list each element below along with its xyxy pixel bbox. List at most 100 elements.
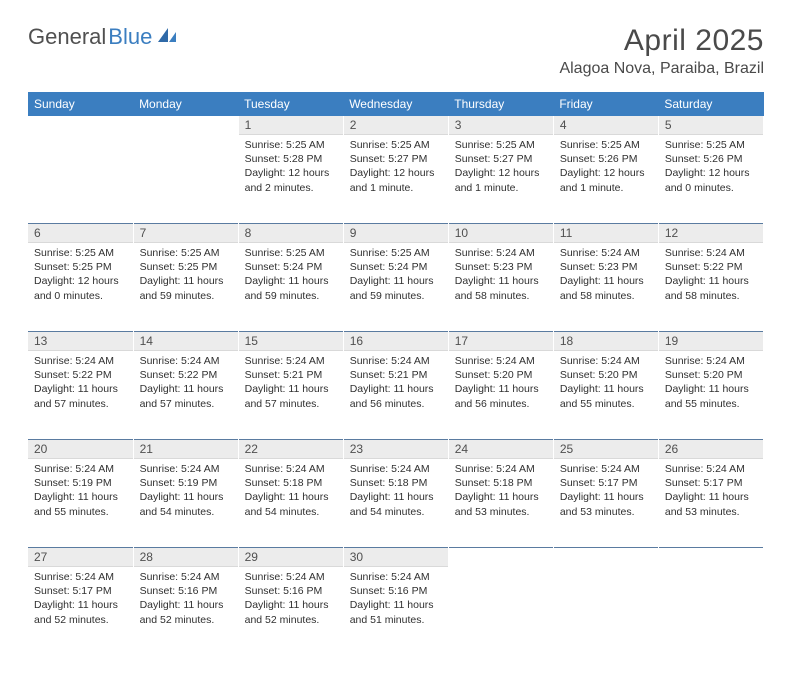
day-number-cell: 6 — [28, 223, 133, 243]
day-info: Sunrise: 5:24 AMSunset: 5:20 PMDaylight:… — [554, 351, 658, 417]
day-cell: Sunrise: 5:24 AMSunset: 5:22 PMDaylight:… — [28, 351, 133, 439]
day-cell — [133, 135, 238, 223]
day-content-row: Sunrise: 5:24 AMSunset: 5:19 PMDaylight:… — [28, 459, 764, 547]
day-info: Sunrise: 5:25 AMSunset: 5:26 PMDaylight:… — [554, 135, 658, 201]
logo-text-gray: General — [28, 24, 106, 50]
day-number-cell: 21 — [133, 439, 238, 459]
day-number: 29 — [239, 547, 343, 567]
day-number-row: 27282930 — [28, 547, 764, 567]
day-number-cell: 22 — [238, 439, 343, 459]
day-info: Sunrise: 5:24 AMSunset: 5:23 PMDaylight:… — [449, 243, 553, 309]
day-number: 12 — [659, 223, 763, 243]
day-info: Sunrise: 5:25 AMSunset: 5:24 PMDaylight:… — [344, 243, 448, 309]
day-number-cell: 23 — [343, 439, 448, 459]
day-number: 13 — [28, 331, 133, 351]
day-info: Sunrise: 5:24 AMSunset: 5:16 PMDaylight:… — [239, 567, 343, 633]
day-number: 6 — [28, 223, 133, 243]
day-number-cell: 1 — [238, 116, 343, 135]
day-number: 24 — [449, 439, 553, 459]
day-info: Sunrise: 5:24 AMSunset: 5:16 PMDaylight:… — [344, 567, 448, 633]
day-number: 20 — [28, 439, 133, 459]
day-number: 14 — [134, 331, 238, 351]
day-number-cell: 10 — [448, 223, 553, 243]
day-number-cell: 7 — [133, 223, 238, 243]
calendar-table: SundayMondayTuesdayWednesdayThursdayFrid… — [28, 92, 764, 655]
day-number-cell: 25 — [553, 439, 658, 459]
day-cell: Sunrise: 5:24 AMSunset: 5:21 PMDaylight:… — [238, 351, 343, 439]
day-number-row: 6789101112 — [28, 223, 764, 243]
day-info: Sunrise: 5:25 AMSunset: 5:26 PMDaylight:… — [659, 135, 763, 201]
day-number: 11 — [554, 223, 658, 243]
page: GeneralBlue April 2025 Alagoa Nova, Para… — [0, 0, 792, 675]
day-number: 17 — [449, 331, 553, 351]
day-cell: Sunrise: 5:24 AMSunset: 5:16 PMDaylight:… — [238, 567, 343, 655]
day-number-cell: 9 — [343, 223, 448, 243]
day-number-cell: 18 — [553, 331, 658, 351]
day-number-cell — [553, 547, 658, 567]
location: Alagoa Nova, Paraiba, Brazil — [559, 60, 764, 78]
day-info: Sunrise: 5:24 AMSunset: 5:17 PMDaylight:… — [28, 567, 133, 633]
day-content-row: Sunrise: 5:25 AMSunset: 5:25 PMDaylight:… — [28, 243, 764, 331]
day-cell: Sunrise: 5:24 AMSunset: 5:17 PMDaylight:… — [553, 459, 658, 547]
day-number: 22 — [239, 439, 343, 459]
day-cell: Sunrise: 5:24 AMSunset: 5:19 PMDaylight:… — [133, 459, 238, 547]
day-cell: Sunrise: 5:25 AMSunset: 5:24 PMDaylight:… — [343, 243, 448, 331]
day-cell: Sunrise: 5:24 AMSunset: 5:16 PMDaylight:… — [133, 567, 238, 655]
day-cell: Sunrise: 5:25 AMSunset: 5:26 PMDaylight:… — [658, 135, 763, 223]
day-number: 25 — [554, 439, 658, 459]
day-number-cell: 19 — [658, 331, 763, 351]
day-number: 26 — [659, 439, 763, 459]
day-info: Sunrise: 5:24 AMSunset: 5:16 PMDaylight:… — [134, 567, 238, 633]
day-content-row: Sunrise: 5:25 AMSunset: 5:28 PMDaylight:… — [28, 135, 764, 223]
day-number-cell: 2 — [343, 116, 448, 135]
day-number-cell: 12 — [658, 223, 763, 243]
day-number: 30 — [344, 547, 448, 567]
day-cell: Sunrise: 5:25 AMSunset: 5:26 PMDaylight:… — [553, 135, 658, 223]
day-info: Sunrise: 5:25 AMSunset: 5:24 PMDaylight:… — [239, 243, 343, 309]
day-number: 1 — [239, 116, 343, 135]
day-cell: Sunrise: 5:24 AMSunset: 5:18 PMDaylight:… — [448, 459, 553, 547]
day-number: 23 — [344, 439, 448, 459]
day-number-cell — [658, 547, 763, 567]
day-cell: Sunrise: 5:24 AMSunset: 5:18 PMDaylight:… — [343, 459, 448, 547]
day-cell: Sunrise: 5:24 AMSunset: 5:18 PMDaylight:… — [238, 459, 343, 547]
day-info: Sunrise: 5:25 AMSunset: 5:28 PMDaylight:… — [239, 135, 343, 201]
day-content-row: Sunrise: 5:24 AMSunset: 5:17 PMDaylight:… — [28, 567, 764, 655]
day-cell: Sunrise: 5:24 AMSunset: 5:21 PMDaylight:… — [343, 351, 448, 439]
weekday-header: Tuesday — [238, 92, 343, 116]
day-info: Sunrise: 5:24 AMSunset: 5:18 PMDaylight:… — [344, 459, 448, 525]
day-number-row: 13141516171819 — [28, 331, 764, 351]
day-number-cell: 27 — [28, 547, 133, 567]
weekday-header: Friday — [553, 92, 658, 116]
day-number: 7 — [134, 223, 238, 243]
day-number-cell: 11 — [553, 223, 658, 243]
day-number: 18 — [554, 331, 658, 351]
day-cell: Sunrise: 5:24 AMSunset: 5:23 PMDaylight:… — [553, 243, 658, 331]
day-number: 19 — [659, 331, 763, 351]
day-info: Sunrise: 5:24 AMSunset: 5:22 PMDaylight:… — [134, 351, 238, 417]
day-cell: Sunrise: 5:24 AMSunset: 5:20 PMDaylight:… — [658, 351, 763, 439]
month-title: April 2025 — [559, 24, 764, 58]
day-number: 3 — [449, 116, 553, 135]
day-info: Sunrise: 5:25 AMSunset: 5:27 PMDaylight:… — [449, 135, 553, 201]
day-info: Sunrise: 5:24 AMSunset: 5:17 PMDaylight:… — [554, 459, 658, 525]
day-info: Sunrise: 5:24 AMSunset: 5:22 PMDaylight:… — [659, 243, 763, 309]
day-info: Sunrise: 5:24 AMSunset: 5:21 PMDaylight:… — [344, 351, 448, 417]
day-cell: Sunrise: 5:24 AMSunset: 5:22 PMDaylight:… — [133, 351, 238, 439]
day-number-cell: 20 — [28, 439, 133, 459]
weekday-header: Monday — [133, 92, 238, 116]
day-cell — [553, 567, 658, 655]
day-cell — [658, 567, 763, 655]
day-number: 16 — [344, 331, 448, 351]
day-number-cell: 24 — [448, 439, 553, 459]
day-number-cell: 13 — [28, 331, 133, 351]
day-info: Sunrise: 5:25 AMSunset: 5:25 PMDaylight:… — [28, 243, 133, 309]
day-number-cell: 5 — [658, 116, 763, 135]
header: GeneralBlue April 2025 Alagoa Nova, Para… — [28, 24, 764, 78]
day-number-cell: 3 — [448, 116, 553, 135]
day-cell: Sunrise: 5:25 AMSunset: 5:25 PMDaylight:… — [133, 243, 238, 331]
logo: GeneralBlue — [28, 24, 178, 50]
day-cell — [448, 567, 553, 655]
day-number-cell: 14 — [133, 331, 238, 351]
day-number-cell — [28, 116, 133, 135]
